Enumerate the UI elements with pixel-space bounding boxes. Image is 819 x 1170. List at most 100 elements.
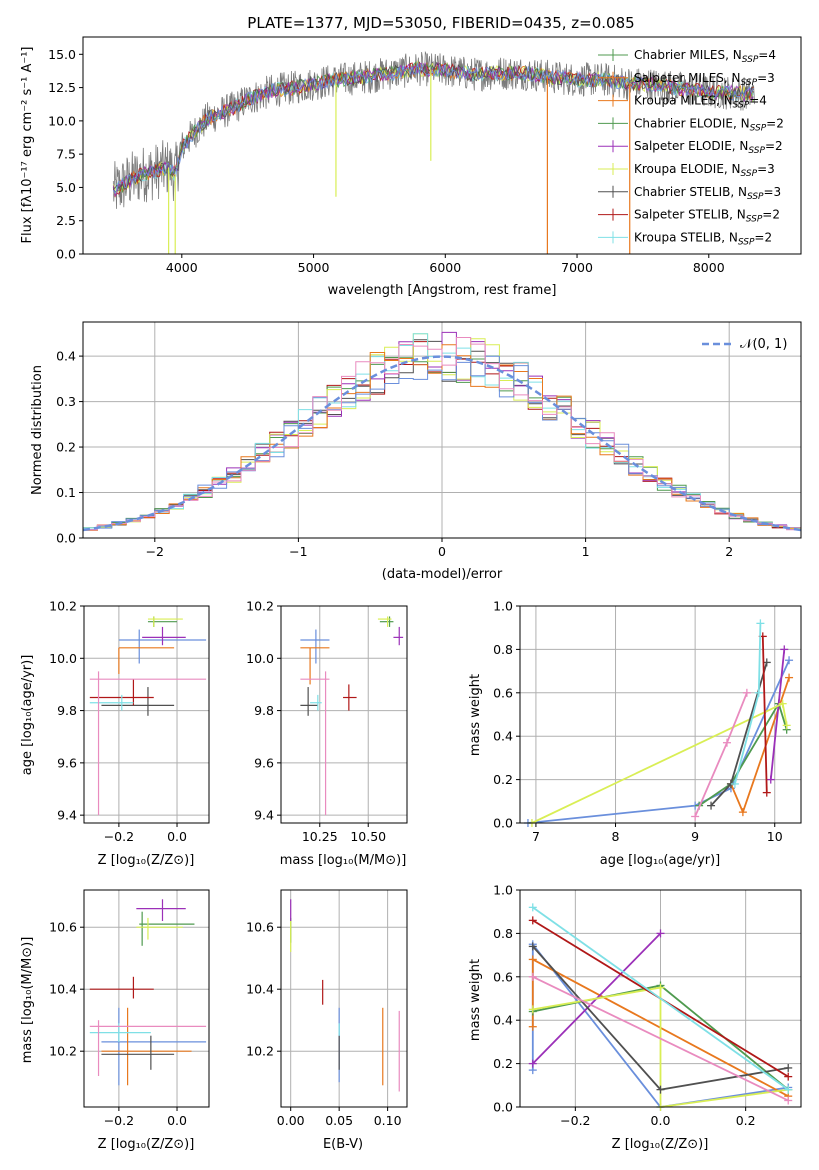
legend-label-name: Kroupa MILES, N xyxy=(634,94,733,108)
x-tick-label: 0.05 xyxy=(325,1113,353,1128)
y-tick-label: 9.6 xyxy=(57,755,77,770)
plot-frame xyxy=(83,889,210,1108)
residual-xlabel: (data-model)/error xyxy=(382,567,503,582)
residual-legend-label: 𝒩(0, 1) xyxy=(740,337,787,352)
x-tick-label: −1 xyxy=(289,544,307,559)
y-tick-label: 0.4 xyxy=(56,349,76,364)
legend-label-value: =2 xyxy=(766,116,784,130)
y-tick-label: 0.4 xyxy=(493,1013,513,1028)
mass-vs-ebv-xlabel: E(B-V) xyxy=(323,1137,363,1152)
age-vs-metallicity-xlabel: Z [log₁₀(Z/Z⊙)] xyxy=(98,853,195,868)
points xyxy=(89,616,207,816)
series-line xyxy=(532,975,789,1102)
legend-label-value: =2 xyxy=(762,208,780,222)
point xyxy=(300,647,330,685)
legend-label-name: Chabrier MILES, N xyxy=(634,48,742,62)
x-tick-label: 8 xyxy=(612,829,620,844)
x-tick-label: −0.2 xyxy=(560,1113,590,1128)
plot-frame xyxy=(519,605,802,824)
y-tick-label: 0.0 xyxy=(493,816,513,831)
legend-label-value: =2 xyxy=(754,230,772,244)
legend-label-name: Kroupa STELIB, N xyxy=(634,230,738,244)
points xyxy=(290,899,400,1092)
mass-weight-vs-metallicity-ylabel: mass weight xyxy=(468,959,483,1041)
x-tick-label: 7 xyxy=(532,829,540,844)
grid xyxy=(84,605,209,823)
mass-vs-ebv-plot: 0.00 0.05 0.10 10.2 10.4 10.6 xyxy=(246,889,408,1128)
y-tick-label: 9.6 xyxy=(254,755,274,770)
point xyxy=(89,694,134,711)
grid xyxy=(281,605,407,823)
x-tick-label: 0.00 xyxy=(277,1113,305,1128)
age-vs-metallicity-plot: −0.2 0.0 9.4 9.6 9.8 10.0 10.2 xyxy=(49,599,210,844)
point xyxy=(101,1035,175,1070)
legend-label: Kroupa ELODIE, NSSP=3 xyxy=(634,162,775,179)
series-line xyxy=(532,906,789,1091)
point xyxy=(300,671,330,816)
legend-label-sub: SSP xyxy=(746,215,763,225)
residual-ylabel: Normed distribution xyxy=(30,365,45,495)
legend-label-name: Salpeter STELIB, N xyxy=(634,208,746,222)
y-tick-label: 0.6 xyxy=(493,969,513,984)
mass-vs-metallicity-ylabel: mass [log₁₀(M/M⊙)] xyxy=(20,937,35,1064)
legend-label: Kroupa MILES, NSSP=4 xyxy=(634,94,767,111)
legend-label: Chabrier MILES, NSSP=4 xyxy=(634,48,776,65)
y-tick-label: 10.2 xyxy=(246,1044,274,1059)
x-tick-label: 6000 xyxy=(429,260,461,275)
series-line xyxy=(698,701,788,807)
point xyxy=(89,1020,207,1076)
plot-frame xyxy=(83,605,210,824)
mass-weight-vs-age-plot: 7 8 9 10 0.0 0.2 0.4 0.6 0.8 1.0 xyxy=(493,599,802,844)
axes: −0.2 0.0 0.2 0.0 0.2 0.4 0.6 0.8 1.0 xyxy=(493,883,755,1129)
y-tick-label: 0.2 xyxy=(493,772,513,787)
legend-label-sub: SSP xyxy=(738,237,755,247)
x-tick-label: 4000 xyxy=(166,260,198,275)
legend-label-value: =3 xyxy=(757,71,775,85)
x-tick-label: 7000 xyxy=(561,260,593,275)
y-tick-label: 0.8 xyxy=(493,926,513,941)
points xyxy=(300,616,404,816)
spectrum-ylabel: Flux [fλ10⁻¹⁷ erg cm⁻² s⁻¹ A⁻¹] xyxy=(20,47,35,244)
point xyxy=(89,976,154,999)
plot-frame xyxy=(280,605,408,824)
y-tick-label: 9.8 xyxy=(254,703,274,718)
point xyxy=(300,687,318,716)
x-tick-label: 9 xyxy=(691,829,699,844)
y-tick-label: 0.0 xyxy=(493,1100,513,1115)
x-tick-label: 0.0 xyxy=(167,1113,187,1128)
legend-label-sub: SSP xyxy=(742,55,759,65)
y-tick-label: 0.4 xyxy=(493,729,513,744)
y-tick-label: 10.4 xyxy=(246,982,274,997)
plot-frame xyxy=(519,889,802,1108)
y-tick-label: 0.3 xyxy=(56,394,76,409)
y-tick-label: 10.2 xyxy=(246,599,274,614)
point xyxy=(377,616,392,627)
x-tick-label: −0.2 xyxy=(104,829,134,844)
y-tick-label: 10.4 xyxy=(49,982,77,997)
y-tick-label: 0.0 xyxy=(56,531,76,546)
x-tick-label: 0.0 xyxy=(651,1113,671,1128)
legend-label: Chabrier STELIB, NSSP=3 xyxy=(634,185,781,202)
point xyxy=(101,1007,192,1086)
mass-vs-metallicity-xlabel: Z [log₁₀(Z/Z⊙)] xyxy=(98,1137,195,1152)
normal-curve xyxy=(82,355,802,532)
mass-vs-metallicity-plot: −0.2 0.0 10.2 10.4 10.6 xyxy=(49,889,210,1128)
point xyxy=(147,616,183,627)
legend-label: Salpeter MILES, NSSP=3 xyxy=(634,71,775,88)
axes: 10.25 10.50 9.4 9.6 9.8 10.0 10.2 xyxy=(246,599,386,845)
x-tick-label: 0.2 xyxy=(736,1113,756,1128)
y-tick-label: 0.8 xyxy=(493,642,513,657)
model-spectrum xyxy=(112,62,754,198)
point xyxy=(379,616,394,627)
age-vs-mass-xlabel: mass [log₁₀(M/M⊙)] xyxy=(280,853,407,868)
point xyxy=(101,687,175,716)
y-tick-label: 10.0 xyxy=(49,651,77,666)
legend-label-value: =4 xyxy=(758,48,776,62)
spectrum-plot: 4000 5000 6000 7000 8000 0.0 2.5 5.0 7.5 10.0 12.5… xyxy=(48,36,802,275)
legend-label-value: =4 xyxy=(749,94,767,108)
legend-label: Salpeter ELODIE, NSSP=2 xyxy=(634,139,783,156)
legend-label: Salpeter STELIB, NSSP=2 xyxy=(634,208,780,225)
x-tick-label: 2 xyxy=(725,544,733,559)
